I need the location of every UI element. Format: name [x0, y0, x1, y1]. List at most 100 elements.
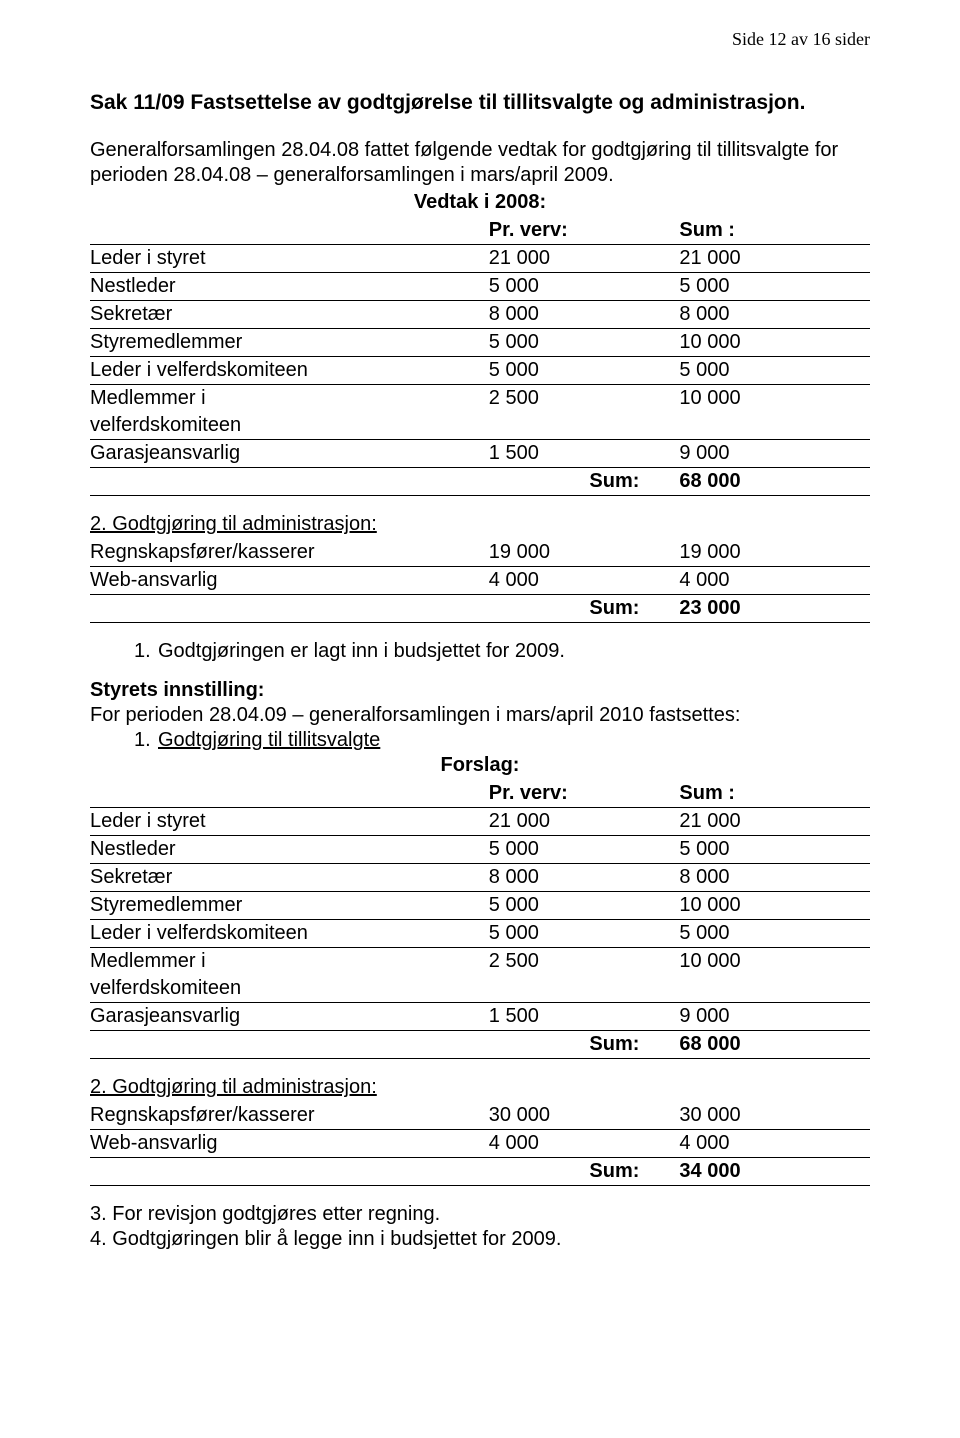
- sum-label: Sum:: [449, 1031, 660, 1059]
- row-label: Sekretær: [90, 301, 449, 329]
- list-item: 1. Godtgjøringen er lagt inn i budsjette…: [134, 639, 870, 664]
- sum-value: 34 000: [659, 1158, 870, 1186]
- sum-label: Sum:: [449, 1158, 660, 1186]
- row-value: 19 000: [449, 539, 660, 567]
- row-value: 19 000: [659, 539, 870, 567]
- table-header-row: Pr. verv: Sum :: [90, 217, 870, 245]
- row-value: 5 000: [449, 357, 660, 385]
- row-value: 10 000: [659, 329, 870, 357]
- row-value: 30 000: [449, 1102, 660, 1130]
- sum-value: 68 000: [659, 468, 870, 496]
- admin-heading-text: 2. Godtgjøring til administrasjon:: [90, 513, 377, 535]
- row-label: Leder i velferdskomiteen: [90, 920, 449, 948]
- styrets-line: For perioden 28.04.09 – generalforsamlin…: [90, 703, 870, 728]
- end-notes: 3. For revisjon godtgjøres etter regning…: [90, 1202, 870, 1252]
- document-page: Side 12 av 16 sider Sak 11/09 Fastsettel…: [0, 0, 960, 1438]
- row-label: Medlemmer i: [90, 948, 449, 976]
- row-label: Leder i styret: [90, 245, 449, 273]
- page-title: Sak 11/09 Fastsettelse av godtgjørelse t…: [90, 90, 870, 116]
- row-value: 5 000: [659, 920, 870, 948]
- row-label: velferdskomiteen: [90, 412, 449, 440]
- row-label: Leder i velferdskomiteen: [90, 357, 449, 385]
- row-value: 5 000: [449, 920, 660, 948]
- row-value: 8 000: [659, 864, 870, 892]
- page-number: Side 12 av 16 sider: [732, 28, 870, 51]
- compensation-table-forslag: Pr. verv: Sum : Leder i styret21 00021 0…: [90, 780, 870, 1059]
- row-label: Nestleder: [90, 836, 449, 864]
- row-label: Web-ansvarlig: [90, 567, 449, 595]
- col-header-sum: Sum :: [659, 217, 870, 245]
- row-value: 5 000: [659, 273, 870, 301]
- row-value: 5 000: [449, 329, 660, 357]
- row-label: Leder i styret: [90, 808, 449, 836]
- row-value: 21 000: [449, 808, 660, 836]
- row-value: 4 000: [659, 1130, 870, 1158]
- row-value: 8 000: [449, 864, 660, 892]
- row-value: 8 000: [659, 301, 870, 329]
- list-item-text: For revisjon godtgjøres etter regning.: [112, 1203, 440, 1225]
- row-value: 21 000: [659, 245, 870, 273]
- list-item: 4. Godtgjøringen blir å legge inn i buds…: [90, 1227, 870, 1252]
- admin-table-forslag: Regnskapsfører/kasserer30 00030 000 Web-…: [90, 1102, 870, 1186]
- row-label: velferdskomiteen: [90, 975, 449, 1003]
- list-item: 3. For revisjon godtgjøres etter regning…: [90, 1202, 870, 1227]
- intro-paragraph: Generalforsamlingen 28.04.08 fattet følg…: [90, 138, 870, 188]
- row-value: 10 000: [659, 892, 870, 920]
- row-value: 5 000: [449, 892, 660, 920]
- row-value: 21 000: [659, 808, 870, 836]
- row-label: Styremedlemmer: [90, 892, 449, 920]
- row-label: Regnskapsfører/kasserer: [90, 1102, 449, 1130]
- forslag-heading: Forslag:: [90, 753, 870, 778]
- row-value: 5 000: [659, 836, 870, 864]
- row-value: 4 000: [449, 567, 660, 595]
- row-value: 10 000: [659, 948, 870, 976]
- list-item-text: Godtgjøringen er lagt inn i budsjettet f…: [158, 639, 565, 664]
- row-value: 9 000: [659, 440, 870, 468]
- row-label: Web-ansvarlig: [90, 1130, 449, 1158]
- forslag-list: 1. Godtgjøring til tillitsvalgte: [90, 728, 870, 753]
- sum-value: 23 000: [659, 595, 870, 623]
- row-label: Regnskapsfører/kasserer: [90, 539, 449, 567]
- document-content: Sak 11/09 Fastsettelse av godtgjørelse t…: [90, 90, 870, 1252]
- list-item-text: Godtgjøringen blir å legge inn i budsjet…: [112, 1228, 561, 1250]
- row-value: 5 000: [449, 273, 660, 301]
- row-value: 30 000: [659, 1102, 870, 1130]
- row-label: Garasjeansvarlig: [90, 440, 449, 468]
- row-label: Garasjeansvarlig: [90, 1003, 449, 1031]
- col-header-per-verv: Pr. verv:: [449, 780, 660, 808]
- row-value: [449, 412, 660, 440]
- row-value: 5 000: [449, 836, 660, 864]
- row-value: 2 500: [449, 385, 660, 413]
- list-item-number: 1.: [134, 639, 158, 664]
- admin-heading: 2. Godtgjøring til administrasjon:: [90, 512, 870, 537]
- row-value: 10 000: [659, 385, 870, 413]
- row-value: 9 000: [659, 1003, 870, 1031]
- row-value: 1 500: [449, 1003, 660, 1031]
- list-item-number: 4.: [90, 1228, 107, 1250]
- row-value: [449, 975, 660, 1003]
- sum-label: Sum:: [449, 595, 660, 623]
- list-item-number: 3.: [90, 1203, 107, 1225]
- row-value: 4 000: [659, 567, 870, 595]
- row-label: Medlemmer i: [90, 385, 449, 413]
- row-value: [659, 412, 870, 440]
- compensation-table-2008: Pr. verv: Sum : Leder i styret21 00021 0…: [90, 217, 870, 496]
- list-item-number: 1.: [134, 728, 158, 753]
- admin-heading-2: 2. Godtgjøring til administrasjon:: [90, 1075, 870, 1100]
- row-value: 21 000: [449, 245, 660, 273]
- styrets-heading: Styrets innstilling:: [90, 678, 870, 703]
- row-value: 2 500: [449, 948, 660, 976]
- table-header-row: Pr. verv: Sum :: [90, 780, 870, 808]
- row-label: Sekretær: [90, 864, 449, 892]
- admin-table-2008: Regnskapsfører/kasserer19 00019 000 Web-…: [90, 539, 870, 623]
- row-label: Nestleder: [90, 273, 449, 301]
- list-item-text: Godtgjøring til tillitsvalgte: [158, 728, 380, 753]
- note-list: 1. Godtgjøringen er lagt inn i budsjette…: [90, 639, 870, 664]
- list-item: 1. Godtgjøring til tillitsvalgte: [134, 728, 870, 753]
- col-header-sum: Sum :: [659, 780, 870, 808]
- row-label: Styremedlemmer: [90, 329, 449, 357]
- row-value: 5 000: [659, 357, 870, 385]
- row-value: 8 000: [449, 301, 660, 329]
- admin-heading-text: 2. Godtgjøring til administrasjon:: [90, 1076, 377, 1098]
- row-value: [659, 975, 870, 1003]
